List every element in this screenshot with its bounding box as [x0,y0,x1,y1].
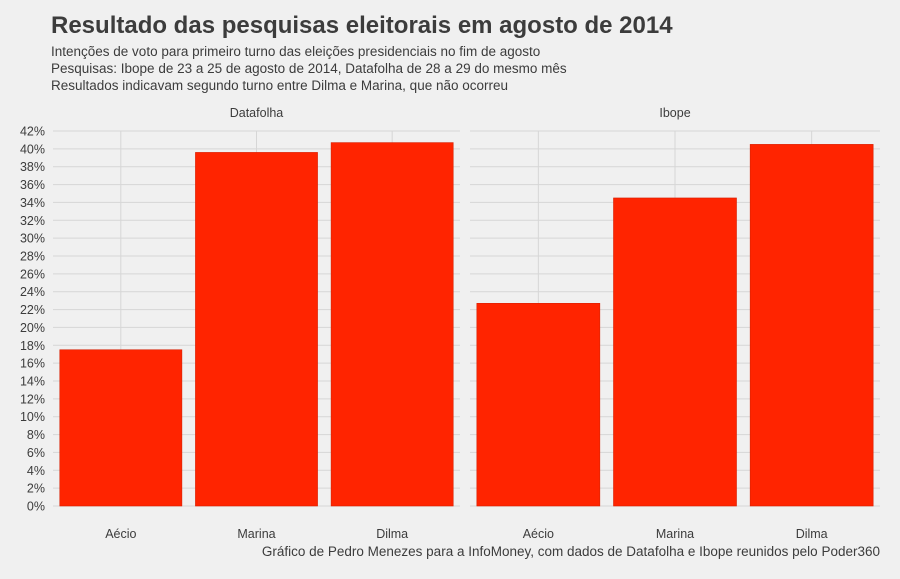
y-tick-label: 36% [20,178,45,192]
x-tick-label: Marina [237,527,275,541]
x-tick-label: Aécio [523,527,554,541]
chart-subtitle-line-1: Intenções de voto para primeiro turno da… [51,44,541,59]
y-tick-label: 42% [20,125,45,139]
chart-title: Resultado das pesquisas eleitorais em ag… [51,12,673,39]
y-tick-label: 10% [20,410,45,424]
chart-subtitle-line-2: Pesquisas: Ibope de 23 a 25 de agosto de… [51,61,567,76]
bar-datafolha-2 [330,142,454,507]
y-tick-label: 38% [20,160,45,174]
facet-label-datafolha: Datafolha [230,106,284,120]
y-tick-label: 22% [20,303,45,317]
y-tick-label: 34% [20,196,45,210]
y-tick-label: 6% [27,446,45,460]
x-tick-label: Dilma [796,527,828,541]
bar-datafolha-0 [59,349,183,507]
y-tick-label: 18% [20,339,45,353]
y-tick-label: 2% [27,482,45,496]
bar-ibope-0 [476,303,601,507]
bar-datafolha-1 [195,152,318,507]
x-tick-label: Aécio [105,527,136,541]
y-tick-label: 30% [20,232,45,246]
chart-subtitle-line-3: Resultados indicavam segundo turno entre… [51,78,509,93]
y-tick-label: 28% [20,250,45,264]
y-tick-label: 0% [27,500,45,514]
y-tick-label: 40% [20,142,45,156]
bar-ibope-1 [613,197,737,507]
y-tick-label: 32% [20,214,45,228]
y-tick-label: 26% [20,267,45,281]
y-tick-label: 12% [20,392,45,406]
x-tick-label: Dilma [376,527,408,541]
y-tick-label: 4% [27,464,45,478]
y-tick-label: 16% [20,357,45,371]
x-tick-label: Marina [656,527,694,541]
y-tick-label: 8% [27,428,45,442]
chart-caption: Gráfico de Pedro Menezes para a InfoMone… [261,544,880,559]
facet-label-ibope: Ibope [659,106,690,120]
y-tick-label: 14% [20,375,45,389]
y-tick-label: 24% [20,285,45,299]
bar-ibope-2 [749,144,874,507]
y-tick-label: 20% [20,321,45,335]
